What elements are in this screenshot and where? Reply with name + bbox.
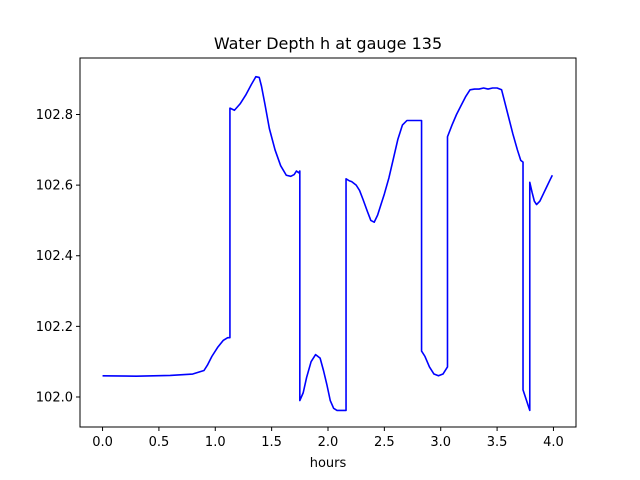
series-line-0 <box>102 75 554 412</box>
x-tick-label: 0.0 <box>92 435 113 450</box>
x-axis-label: hours <box>310 456 347 471</box>
x-tick-label: 1.5 <box>261 435 282 450</box>
x-tick-label: 4.0 <box>543 435 564 450</box>
chart-title: Water Depth h at gauge 135 <box>214 34 442 53</box>
x-tick-label: 2.0 <box>318 435 339 450</box>
y-tick-label: 102.2 <box>36 320 73 335</box>
plot-frame <box>79 57 577 428</box>
y-tick-label: 102.6 <box>36 179 73 194</box>
x-axis: 0.0 0.5 1.0 1.5 2.0 2.5 3.0 3.5 4.0 <box>92 427 564 450</box>
x-tick-label: 3.0 <box>430 435 451 450</box>
x-tick-label: 2.5 <box>374 435 395 450</box>
x-tick-label: 1.0 <box>205 435 226 450</box>
x-tick-label: 0.5 <box>149 435 170 450</box>
y-axis: 102.0 102.2 102.4 102.6 102.8 <box>36 108 80 405</box>
y-tick-label: 102.0 <box>36 390 73 405</box>
y-tick-label: 102.8 <box>36 108 73 123</box>
series-layer <box>102 75 554 412</box>
y-tick-label: 102.4 <box>36 249 73 264</box>
x-tick-label: 3.5 <box>487 435 508 450</box>
